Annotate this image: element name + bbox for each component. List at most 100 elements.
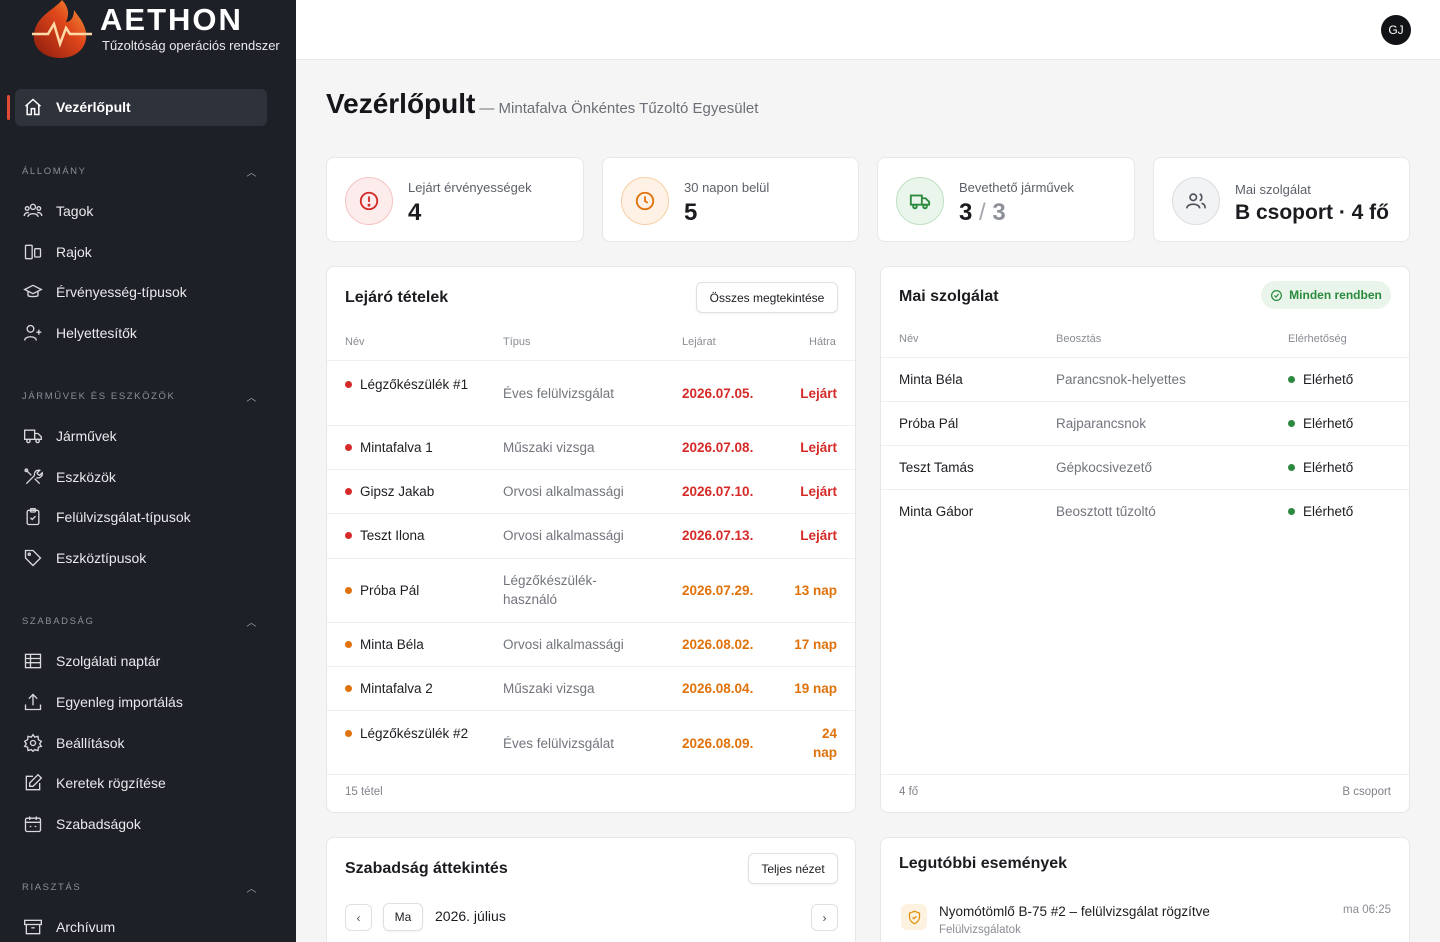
event-title[interactable]: Nyomótömlő B-75 #2 – felülvizsgálat rögz… — [939, 904, 1210, 919]
home-icon — [22, 96, 44, 118]
check-circle-icon — [1271, 289, 1283, 301]
chevron-left-icon: ‹ — [356, 910, 361, 925]
squads-icon — [22, 241, 44, 263]
row-expiry: 2026.07.05. — [682, 386, 754, 401]
sidebar-item-felulvizsgalat-tipusok[interactable]: Felülvizsgálat-típusok — [22, 505, 272, 529]
next-month-button[interactable]: › — [811, 904, 838, 931]
row-remaining: 17 nap — [794, 637, 837, 652]
column-header-name[interactable]: Név — [345, 336, 365, 348]
sidebar-item-eszkoztipusok[interactable]: Eszköztípusok — [22, 546, 272, 570]
table-row[interactable]: Próba Pál Rajparancsnok Elérhető — [881, 401, 1409, 445]
sidebar-item-label: Szabadságok — [56, 816, 141, 832]
sidebar-item-label: Archívum — [56, 919, 116, 935]
status-dot — [345, 586, 352, 594]
section-header-jarmuvek[interactable]: JÁRMŰVEK ÉS ESZKÖZÖK ︿ — [22, 389, 258, 404]
row-expiry: 2026.08.04. — [682, 681, 754, 696]
sidebar-item-label: Rajok — [56, 244, 92, 260]
availability-text: Elérhető — [1303, 504, 1354, 519]
stat-card-today-duty[interactable]: Mai szolgálat B csoport · 4 fő — [1153, 157, 1410, 242]
stat-card-expired[interactable]: Lejárt érvényességek 4 — [326, 157, 584, 242]
table-row[interactable]: Minta Gábor Beosztott tűzoltó Elérhető — [881, 489, 1409, 533]
table-row[interactable]: Légzőkészülék #2 Éves felülvizsgálat 202… — [327, 710, 855, 774]
status-dot — [1288, 463, 1295, 471]
brand-subtitle: Tűzoltóság operációs rendszer — [102, 38, 280, 53]
row-remaining: 19 nap — [794, 681, 837, 696]
section-title: JÁRMŰVEK ÉS ESZKÖZÖK — [22, 391, 176, 402]
graduation-cap-icon — [22, 281, 44, 303]
section-header-allomany[interactable]: ÁLLOMÁNY ︿ — [22, 164, 258, 179]
row-remaining: Lejárt — [800, 484, 837, 499]
gear-icon — [22, 732, 44, 754]
row-remaining: Lejárt — [800, 528, 837, 543]
sidebar-item-dashboard[interactable]: Vezérlőpult — [22, 95, 272, 119]
row-availability: Elérhető — [1288, 370, 1353, 389]
column-header-role[interactable]: Beosztás — [1056, 333, 1102, 345]
column-header-expiry[interactable]: Lejárat — [682, 336, 716, 348]
stat-label: 30 napon belül — [684, 180, 770, 195]
sidebar-item-helyettesitok[interactable]: Helyettesítők — [22, 321, 272, 345]
row-name: Minta Gábor — [899, 504, 974, 519]
sidebar-item-archivum[interactable]: Archívum — [22, 915, 272, 939]
today-button[interactable]: Ma — [383, 903, 423, 931]
stat-value: 3 / 3 — [959, 199, 1006, 227]
status-dot — [1288, 375, 1295, 383]
today-duty-panel: Mai szolgálat Név Beosztás Elérhetőség M… — [880, 266, 1410, 813]
sidebar-item-egyenleg-importalas[interactable]: Egyenleg importálás — [22, 690, 272, 714]
sidebar-item-rajok[interactable]: Rajok — [22, 240, 272, 264]
column-header-name[interactable]: Név — [899, 333, 919, 345]
section-title: SZABADSÁG — [22, 616, 95, 627]
status-dot — [345, 640, 352, 648]
stat-value-separator: / — [979, 199, 986, 226]
table-row[interactable]: Minta Béla Parancsnok-helyettes Elérhető — [881, 357, 1409, 401]
sidebar-item-beallitasok[interactable]: Beállítások — [22, 731, 272, 755]
sidebar-item-ervenyesseg-tipusok[interactable]: Érvényesség-típusok — [22, 280, 272, 304]
table-row[interactable]: Mintafalva 1 Műszaki vizsga 2026.07.08. … — [327, 425, 855, 469]
row-role: Parancsnok-helyettes — [1056, 372, 1186, 387]
column-header-type[interactable]: Típus — [503, 336, 531, 348]
sidebar-item-label: Helyettesítők — [56, 325, 137, 341]
prev-month-button[interactable]: ‹ — [345, 904, 372, 931]
upload-icon — [22, 691, 44, 713]
full-view-button[interactable]: Teljes nézet — [748, 853, 838, 884]
column-header-remaining[interactable]: Hátra — [809, 336, 836, 348]
panel-title: Mai szolgálat — [899, 288, 999, 305]
sidebar-item-szolgalati-naptar[interactable]: Szolgálati naptár — [22, 649, 272, 673]
shield-check-icon — [901, 904, 927, 930]
sidebar-item-label: Beállítások — [56, 735, 125, 751]
edit-icon — [22, 772, 44, 794]
section-header-riasztas[interactable]: RIASZTÁS ︿ — [22, 880, 258, 895]
truck-icon — [22, 425, 44, 447]
sidebar-item-label: Felülvizsgálat-típusok — [56, 509, 191, 525]
table-row[interactable]: Teszt Ilona Orvosi alkalmassági 2026.07.… — [327, 513, 855, 558]
column-header-availability[interactable]: Elérhetőség — [1288, 333, 1347, 345]
table-row[interactable]: Légzőkészülék #1 Éves felülvizsgálat 202… — [327, 360, 855, 425]
row-remaining: Lejárt — [800, 386, 837, 401]
table-row[interactable]: Mintafalva 2 Műszaki vizsga 2026.08.04. … — [327, 666, 855, 710]
row-name: Minta Béla — [345, 635, 424, 654]
brand-logo[interactable]: AETHON Tűzoltóság operációs rendszer — [26, 0, 286, 62]
sidebar-item-jarmuvek[interactable]: Járművek — [22, 424, 272, 448]
active-indicator — [7, 95, 10, 120]
table-row[interactable]: Próba Pál Légzőkészülék-használó 2026.07… — [327, 558, 855, 622]
sidebar-item-szabadsagok[interactable]: Szabadságok — [22, 812, 272, 836]
stat-card-vehicles[interactable]: Bevethető járművek 3 / 3 — [877, 157, 1135, 242]
section-header-szabadsag[interactable]: SZABADSÁG ︿ — [22, 614, 258, 629]
stat-value-total: 3 — [992, 199, 1006, 226]
table-bottom-divider — [327, 774, 855, 775]
row-type: Éves felülvizsgálat — [503, 736, 615, 751]
stat-value: 4 — [408, 199, 422, 226]
sidebar-item-eszkozok[interactable]: Eszközök — [22, 465, 272, 489]
table-row[interactable]: Teszt Tamás Gépkocsivezető Elérhető — [881, 445, 1409, 489]
sidebar-item-keretek-rogzitese[interactable]: Keretek rögzítése — [22, 771, 272, 795]
table-row[interactable]: Gipsz Jakab Orvosi alkalmassági 2026.07.… — [327, 469, 855, 513]
status-dot — [345, 729, 352, 737]
view-all-button[interactable]: Összes megtekintése — [696, 282, 838, 313]
user-avatar[interactable]: GJ — [1381, 15, 1411, 45]
row-name: Próba Pál — [345, 581, 419, 600]
stat-card-30days[interactable]: 30 napon belül 5 — [602, 157, 859, 242]
sidebar-item-tagok[interactable]: Tagok — [22, 199, 272, 223]
row-name: Teszt Ilona — [345, 526, 425, 545]
status-dot — [345, 684, 352, 692]
panel-title: Lejáró tételek — [345, 289, 449, 306]
table-row[interactable]: Minta Béla Orvosi alkalmassági 2026.08.0… — [327, 622, 855, 666]
